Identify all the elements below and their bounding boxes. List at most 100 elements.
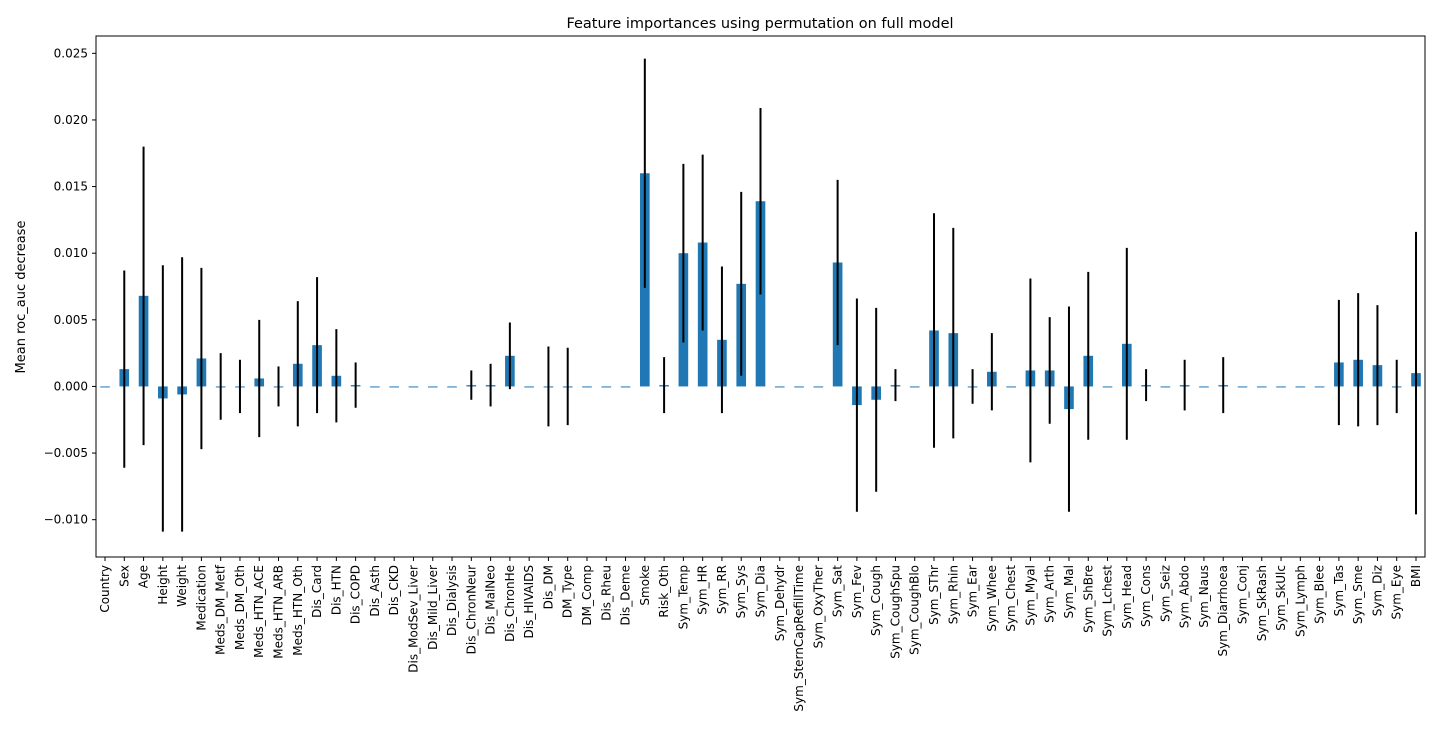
x-axis-ticks: Country Sex Age Height Weight Medication Meds_… [98,557,1423,712]
x-tick-label: Dis_Deme [619,565,633,626]
x-tick-label: Sym_Tas [1332,565,1346,616]
y-tick-label: 0.010 [54,246,88,260]
x-tick-label: Sex [117,565,131,587]
x-tick-label: Sym_Myal [1023,565,1037,626]
x-tick-label: Dis_CKD [387,565,401,615]
x-tick-label: Meds_HTN_ACE [252,565,266,658]
x-tick-label: Sym_Blee [1313,565,1327,624]
x-tick-label: Sym_Seiz [1158,565,1172,622]
y-tick-label: 0.020 [54,113,88,127]
x-tick-label: Medication [194,565,208,631]
y-tick-label: 0.000 [54,379,88,393]
x-tick-label: Sym_Head [1120,565,1134,629]
x-tick-label: Sym_OxyTher [811,565,825,648]
bar-Country [100,386,110,388]
x-tick-label: Meds_HTN_Oth [291,565,305,656]
x-tick-label: Sym_CoughBlo [908,565,922,655]
bar-Sym_OxyTher [813,386,824,388]
x-tick-label: Age [137,565,151,588]
bar-Dis_Deme [620,386,631,388]
x-tick-label: DM_Type [561,565,575,618]
bar-Sym_Chest [1006,386,1016,388]
plot-frame [95,35,1426,558]
y-axis-label: Mean roc_auc decrease [14,221,29,374]
x-tick-label: Sym_Abdo [1178,565,1192,628]
y-tick-label: 0.015 [54,180,88,194]
bar-Sym_Dehydr [774,386,785,388]
x-tick-label: Sym_Fev [850,565,864,618]
x-tick-label: Sym_Mal [1062,565,1076,618]
x-tick-label: Sym_Sys [734,565,748,618]
x-tick-label: Sym_Ear [966,565,980,617]
x-tick-label: Smoke [638,565,652,606]
y-tick-label: −0.010 [44,513,88,527]
x-tick-label: Sym_Diarrhoea [1216,565,1230,656]
bar-Dis_Rheu [601,386,612,388]
y-axis-ticks: −0.010 −0.005 0.000 0.005 0.010 0.015 0.020 0.0… [44,46,96,527]
x-tick-label: Dis_COPD [349,565,363,624]
x-tick-label: Meds_HTN_ARB [272,565,286,659]
x-tick-label: Dis_ChronNeur [464,565,478,654]
bar-Sym_Conj [1237,386,1248,388]
bar-Dis_Dialysis [447,386,457,388]
x-tick-label: Sym_SternCapRefillTime [792,565,806,712]
x-tick-label: Sym_Dehydr [773,565,787,641]
x-tick-label: Sym_Naus [1197,565,1211,628]
x-tick-label: Dis_ChronHe [503,565,517,642]
bar-Sym_CoughBlo [909,386,920,388]
x-tick-label: Risk_Oth [657,565,671,618]
bar-Sym_Blee [1314,386,1325,388]
x-tick-label: Dis_Card [310,565,324,618]
x-tick-label: Dis_Mild_Liver [426,565,440,650]
bar-Sym_SternCapRefillTime [794,386,804,388]
x-tick-label: Sym_Rhin [946,565,960,624]
x-tick-label: Sym_Temp [676,565,690,629]
x-tick-label: Sym_Cough [869,565,883,636]
x-tick-label: Dis_DM [541,565,555,609]
x-tick-label: Dis_MalNeo [484,565,498,635]
bar-Sym_Naus [1199,386,1209,388]
x-tick-label: Meds_DM_Metf [214,564,228,655]
x-tick-label: Sym_Lchest [1101,565,1115,637]
x-tick-label: Sym_HR [696,565,710,615]
x-tick-label: Dis_HTN [329,565,343,615]
x-tick-label: Sym_Sat [831,565,845,617]
bar-Sym_Lchest [1102,386,1113,388]
x-tick-label: Height [156,565,170,605]
x-tick-label: Meds_DM_Oth [233,565,247,650]
bar-Sym_SkUlc [1276,386,1286,388]
y-tick-label: −0.005 [44,446,88,460]
x-tick-label: Dis_Dialysis [445,565,459,636]
bar-Sym_Lymph [1295,386,1306,388]
x-tick-label: Sym_Arth [1043,565,1057,623]
y-tick-label: 0.025 [54,46,88,60]
bar-Dis_CKD [389,386,400,388]
x-tick-label: Sym_Eye [1390,565,1404,619]
x-tick-label: Dis_Asth [368,565,382,617]
x-tick-label: Sym_Cons [1139,565,1153,627]
x-tick-label: Sym_Whee [985,565,999,632]
x-tick-label: Sym_SkRash [1255,565,1269,641]
chart-title: Feature importances using permutation on… [566,16,953,32]
error-bars-group [123,58,1417,532]
bar-Dis_Mild_Liver [427,386,438,388]
x-tick-label: Sym_Conj [1235,565,1249,624]
x-tick-label: Dis_ModSev_Liver [406,565,420,673]
x-tick-label: Weight [175,565,189,607]
x-tick-label: Sym_SkUlc [1274,565,1288,631]
x-tick-label: DM_Comp [580,565,594,626]
y-tick-label: 0.005 [54,313,88,327]
x-tick-label: Sym_CoughSpu [888,565,902,659]
x-tick-label: Sym_SThr [927,565,941,625]
x-tick-label: Sym_ShBre [1081,565,1095,633]
x-tick-label: Dis_HIVAIDS [522,565,536,638]
x-tick-label: BMI [1409,565,1423,587]
x-tick-label: Sym_Sme [1351,565,1365,624]
x-tick-label: Sym_Dia [754,565,768,617]
bar-Dis_Asth [370,386,380,388]
bar-Sym_SkRash [1256,386,1267,388]
x-tick-label: Sym_Lymph [1293,565,1307,637]
x-tick-label: Dis_Rheu [599,565,613,621]
x-tick-label: Sym_Diz [1370,565,1384,616]
